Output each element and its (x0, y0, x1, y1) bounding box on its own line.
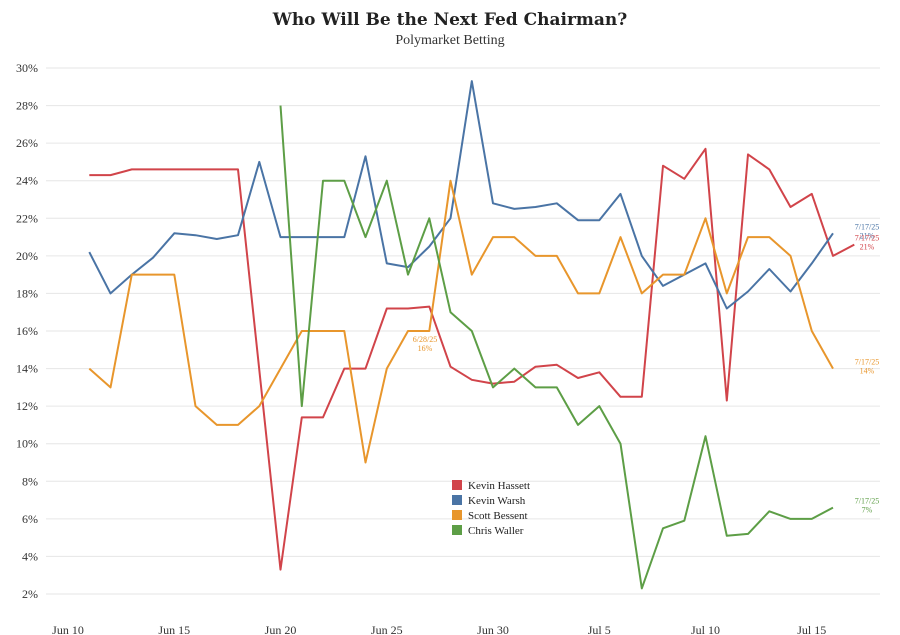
y-tick-label: 12% (16, 399, 38, 413)
annotation-date: 7/17/25 (855, 222, 879, 231)
annotation-date: 7/17/25 (855, 497, 879, 506)
end-annotations: 7/17/2521%7/17/2521%6/28/2516%7/17/2514%… (413, 222, 879, 514)
y-tick-label: 26% (16, 136, 38, 150)
x-tick-label: Jun 30 (477, 623, 509, 635)
legend-label: Chris Waller (468, 525, 524, 537)
annotation-value: 14% (860, 367, 875, 376)
y-tick-label: 10% (16, 437, 38, 451)
y-tick-label: 18% (16, 286, 38, 300)
legend-swatch (452, 480, 462, 490)
annotation-date: 6/28/25 (413, 335, 437, 344)
x-tick-label: Jun 10 (52, 623, 84, 635)
y-tick-label: 22% (16, 211, 38, 225)
y-axis-ticks: 2% 4% 6% 8% 10% 12% 14% 16% 18% 20% 22% 24% 26% 28% 30… (16, 61, 38, 601)
x-tick-label: Jul 15 (797, 623, 826, 635)
y-tick-label: 24% (16, 174, 38, 188)
legend-label: Kevin Warsh (468, 495, 526, 507)
annotation-value: 7% (862, 506, 873, 515)
y-tick-label: 16% (16, 324, 38, 338)
y-tick-label: 8% (22, 474, 38, 488)
legend-label: Scott Bessent (468, 510, 528, 522)
y-tick-label: 14% (16, 362, 38, 376)
legend-label: Kevin Hassett (468, 480, 530, 492)
series-line-scott-bessent (88, 179, 834, 464)
x-axis-ticks: Jun 10 Jun 15 Jun 20 Jun 25 Jun 30 Jul 5 Jul 1… (52, 623, 826, 635)
y-tick-label: 2% (22, 587, 38, 601)
y-tick-label: 6% (22, 512, 38, 526)
y-tick-label: 4% (22, 549, 38, 563)
annotation-value: 21% (860, 231, 875, 240)
series-lines (88, 80, 855, 590)
y-tick-label: 20% (16, 249, 38, 263)
series-line-kevin-hassett (89, 147, 855, 571)
annotation-date: 7/17/25 (855, 234, 879, 243)
chart-title: Who Will Be the Next Fed Chairman? (272, 10, 628, 30)
legend-swatch (452, 525, 462, 535)
x-tick-label: Jul 10 (691, 623, 720, 635)
series-line-chris-waller (279, 105, 834, 590)
y-tick-label: 30% (16, 61, 38, 75)
annotation-value: 21% (860, 243, 875, 252)
series-line-kevin-warsh (88, 80, 834, 310)
x-tick-label: Jun 20 (265, 623, 297, 635)
gridlines (46, 67, 880, 595)
x-tick-label: Jun 25 (371, 623, 403, 635)
y-tick-label: 28% (16, 99, 38, 113)
legend-swatch (452, 495, 462, 505)
chart-subtitle: Polymarket Betting (395, 33, 505, 48)
legend-swatch (452, 510, 462, 520)
x-tick-label: Jun 15 (158, 623, 190, 635)
annotation-date: 7/17/25 (855, 358, 879, 367)
legend: Kevin Hassett Kevin Warsh Scott Bessent Chr… (452, 480, 530, 537)
x-tick-label: Jul 5 (588, 623, 611, 635)
annotation-value: 16% (418, 344, 433, 353)
